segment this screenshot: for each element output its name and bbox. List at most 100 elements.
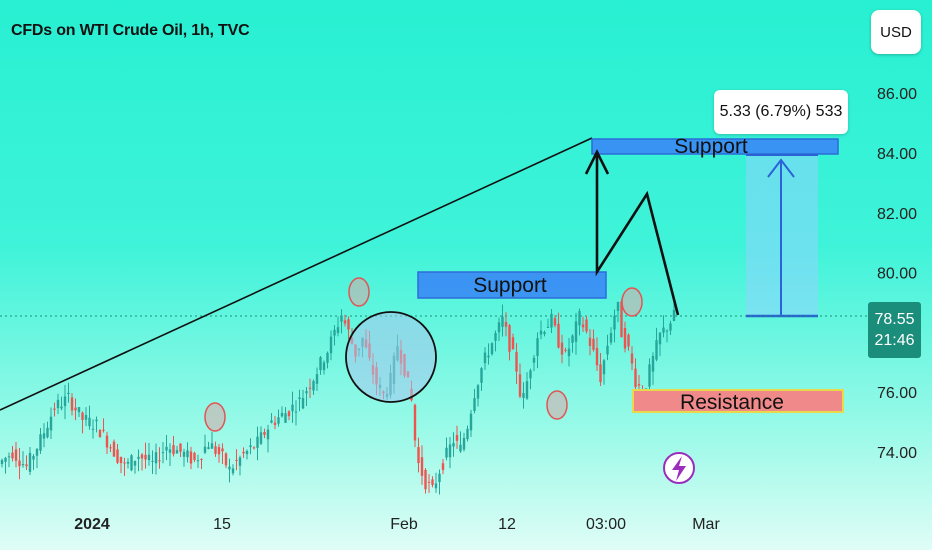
candle-body	[413, 404, 417, 441]
measurement-label: 5.33 (6.79%) 533	[714, 90, 848, 134]
candle-body	[21, 464, 25, 466]
currency-button[interactable]: USD	[871, 10, 921, 54]
last-price-tag: 78.55 21:46	[868, 302, 921, 358]
candle-body	[60, 406, 63, 409]
candle-body	[35, 449, 39, 456]
candle-body	[553, 318, 557, 326]
candle-body	[511, 337, 515, 350]
candle-body	[466, 428, 469, 440]
candle-body	[210, 443, 214, 449]
pivot-marker	[546, 390, 568, 420]
candle-body	[329, 336, 333, 354]
candle-body	[518, 374, 522, 397]
candle-body	[441, 463, 445, 470]
candle-body	[539, 330, 543, 335]
candle-body	[224, 453, 228, 466]
candle-body	[473, 398, 476, 412]
candle-body	[277, 417, 280, 424]
candle-body	[284, 413, 287, 423]
candle-body	[620, 301, 623, 338]
candle-body	[490, 343, 494, 355]
candle-body	[91, 428, 95, 430]
candle-body	[291, 404, 294, 412]
projection-path	[595, 152, 680, 316]
candle-body	[287, 411, 291, 417]
candle-body	[616, 302, 620, 311]
candle-body	[592, 338, 595, 350]
candle-body	[532, 357, 536, 363]
support-upper-label: Support	[674, 135, 748, 158]
candle-body	[88, 417, 91, 427]
x-tick-label: 03:00	[586, 516, 626, 533]
candle-body	[623, 328, 627, 349]
candle-body	[270, 420, 273, 423]
candle-body	[658, 332, 662, 345]
candle-body	[4, 457, 7, 462]
y-tick-label: 84.00	[877, 146, 917, 163]
candle-body	[235, 459, 238, 461]
consolidation-circle	[345, 311, 437, 403]
candle-body	[214, 446, 217, 454]
candle-body	[56, 399, 60, 409]
candle-body	[504, 321, 508, 327]
lightning-icon	[672, 456, 686, 481]
candle-body	[161, 452, 165, 454]
candle-body	[301, 398, 305, 409]
candle-body	[585, 319, 588, 332]
y-tick-label: 76.00	[877, 385, 917, 402]
candle-body	[28, 452, 32, 472]
candle-body	[595, 348, 599, 366]
candle-body	[112, 441, 116, 457]
candle-body	[487, 355, 490, 358]
candle-body	[455, 435, 459, 441]
candle-body	[294, 411, 298, 413]
candle-body	[242, 451, 245, 454]
candle-body	[98, 430, 102, 438]
x-tick-label: Feb	[390, 516, 418, 533]
candle-body	[123, 462, 126, 464]
candle-body	[245, 450, 249, 455]
measure-arrow-head	[767, 158, 795, 178]
candle-body	[319, 357, 322, 371]
candle-body	[448, 444, 452, 458]
candle-body	[557, 323, 560, 348]
candle-body	[333, 329, 336, 336]
candle-body	[200, 459, 203, 461]
candle-body	[665, 330, 669, 332]
candle-body	[109, 447, 112, 449]
candle-body	[459, 444, 462, 452]
candle-body	[207, 447, 210, 449]
candle-body	[326, 352, 329, 363]
candle-body	[424, 469, 427, 490]
projection-arrowhead	[584, 149, 610, 175]
candle-body	[606, 345, 609, 355]
candle-body	[193, 452, 196, 460]
candle-body	[249, 445, 252, 448]
candle-body	[536, 338, 539, 357]
candle-body	[53, 408, 56, 410]
candle-body	[238, 457, 242, 466]
candle-body	[259, 432, 263, 444]
candle-body	[252, 447, 256, 449]
candle-body	[634, 368, 637, 388]
support-lower-label: Support	[473, 274, 547, 297]
candle-body	[588, 337, 592, 346]
candle-body	[672, 309, 676, 321]
candle-body	[462, 437, 466, 450]
candle-body	[508, 325, 511, 352]
pivot-marker	[348, 277, 370, 307]
pivot-marker	[621, 287, 643, 317]
candle-body	[228, 466, 231, 470]
candle-body	[151, 460, 154, 462]
candle-body	[648, 364, 651, 387]
pivot-marker	[204, 402, 226, 432]
candle-body	[427, 481, 431, 483]
candle-body	[560, 342, 564, 355]
candle-body	[46, 427, 49, 438]
candle-body	[662, 327, 665, 333]
candle-body	[546, 326, 550, 328]
candle-body	[280, 412, 284, 417]
support-zone-lower	[417, 271, 607, 299]
